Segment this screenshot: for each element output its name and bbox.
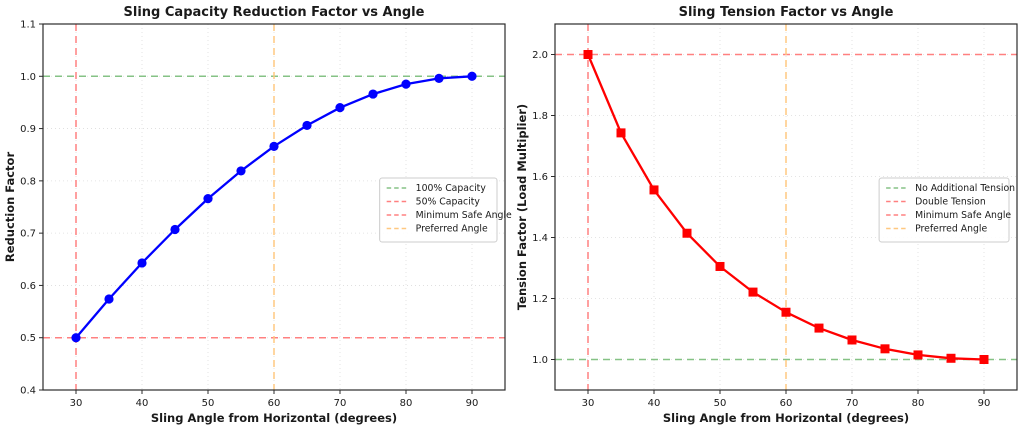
legend-entry-label: Minimum Safe Angle <box>915 210 1011 221</box>
data-point-marker <box>467 71 477 81</box>
data-point-marker <box>104 294 114 304</box>
data-point-marker <box>847 335 857 345</box>
y-tick-label: 1.0 <box>532 355 548 366</box>
legend-entry-label: No Additional Tension <box>915 183 1015 194</box>
data-point-marker <box>170 224 180 235</box>
data-point-marker <box>913 350 923 360</box>
data-point-marker <box>434 73 444 83</box>
capacity-reduction-chart: 30 40 50 60 70 80 90 0.4 0.5 0.6 0.7 0.8 0.9 1.0 1.1 Sl… <box>3 5 512 425</box>
data-point-marker <box>649 185 659 195</box>
x-tick-label: 40 <box>648 398 661 409</box>
x-tick-label: 80 <box>400 398 413 409</box>
y-tick-label: 0.5 <box>20 333 36 344</box>
y-tick-label: 0.6 <box>20 281 36 292</box>
data-point-marker <box>682 228 692 238</box>
legend-box: No Additional Tension Double Tension Minim… <box>878 177 1015 243</box>
y-tick-label: 0.7 <box>20 229 36 240</box>
chart-title: Sling Capacity Reduction Factor vs Angle <box>124 5 425 20</box>
y-tick-label: 1.0 <box>20 72 36 83</box>
data-point-marker <box>583 50 593 59</box>
x-tick-label: 70 <box>846 398 859 409</box>
x-tick-label: 30 <box>582 398 595 409</box>
legend-entry-label: 50% Capacity <box>416 197 481 208</box>
x-tick-label: 50 <box>714 398 727 409</box>
y-tick-label: 1.2 <box>532 294 548 305</box>
y-tick-label: 1.4 <box>532 233 548 244</box>
y-tick-label: 1.8 <box>532 111 548 122</box>
x-axis-label: Sling Angle from Horizontal (degrees) <box>151 411 397 425</box>
x-axis-label: Sling Angle from Horizontal (degrees) <box>663 411 909 425</box>
y-axis-label: Reduction Factor <box>3 152 17 263</box>
chart-title: Sling Tension Factor vs Angle <box>679 5 894 20</box>
data-point-marker <box>269 141 279 151</box>
x-tick-label: 90 <box>978 398 991 409</box>
x-tick-label: 50 <box>202 398 215 409</box>
tension-chart-panel: 30 40 50 60 70 80 90 1.0 1.2 1.4 1.6 1.8 2.0 Sling Te… <box>512 0 1024 434</box>
y-tick-label: 0.4 <box>20 386 36 397</box>
data-point-marker <box>946 353 956 363</box>
x-tick-label: 40 <box>136 398 149 409</box>
x-tick-label: 70 <box>334 398 347 409</box>
data-point-marker <box>335 103 345 113</box>
y-axis-label: Tension Factor (Load Multiplier) <box>515 104 529 310</box>
y-tick-label: 1.1 <box>20 20 36 31</box>
x-tick-label: 60 <box>780 398 793 409</box>
data-point-marker <box>401 79 411 89</box>
y-tick-label: 0.9 <box>20 124 36 135</box>
tension-factor-chart: 30 40 50 60 70 80 90 1.0 1.2 1.4 1.6 1.8 2.0 Sling Te… <box>512 0 1024 434</box>
legend-frame <box>878 177 1010 243</box>
data-point-marker <box>715 261 725 271</box>
legend-entry-label: Minimum Safe Angle <box>416 210 512 221</box>
data-point-marker <box>814 323 824 333</box>
y-tick-label: 0.8 <box>20 176 36 187</box>
data-point-marker <box>616 128 626 138</box>
data-point-marker <box>781 307 791 317</box>
data-point-marker <box>368 89 378 99</box>
legend-frame <box>379 177 498 243</box>
data-point-marker <box>236 166 246 176</box>
x-tick-label: 90 <box>466 398 479 409</box>
capacity-chart-panel: 30 40 50 60 70 80 90 0.4 0.5 0.6 0.7 0.8 0.9 1.0 1.1 Sl… <box>3 5 512 425</box>
x-tick-label: 80 <box>912 398 925 409</box>
x-tick-label: 60 <box>268 398 281 409</box>
data-point-marker <box>880 344 890 354</box>
legend-entry-label: 100% Capacity <box>416 183 487 194</box>
legend-entry-label: Preferred Angle <box>416 224 488 235</box>
legend-entry-label: Preferred Angle <box>915 224 987 235</box>
legend-box: 100% Capacity 50% Capacity Minimum Safe An… <box>379 177 512 243</box>
data-point-marker <box>979 355 989 364</box>
data-point-marker <box>137 258 147 268</box>
y-tick-label: 2.0 <box>532 50 548 61</box>
legend-entry-label: Double Tension <box>915 197 986 208</box>
data-point-marker <box>71 333 81 343</box>
y-tick-label: 1.6 <box>532 172 548 183</box>
data-point-marker <box>748 287 758 297</box>
x-tick-label: 30 <box>70 398 83 409</box>
data-point-marker <box>203 194 213 204</box>
data-point-marker <box>302 120 312 131</box>
